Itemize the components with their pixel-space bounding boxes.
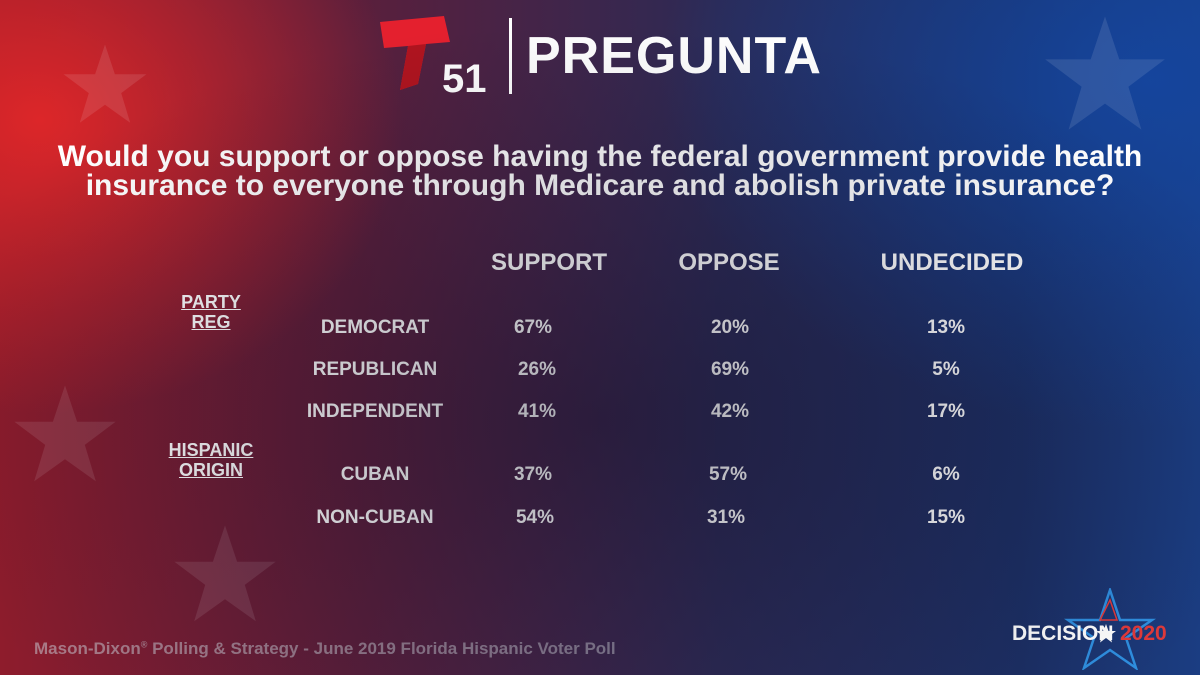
telemundo-logo: 51 — [380, 16, 487, 96]
cell-republican-undecided: 5% — [932, 359, 960, 380]
registered-mark: ® — [140, 639, 148, 650]
row-label-non-cuban: NON-CUBAN — [316, 507, 434, 528]
cell-cuban-support: 37% — [513, 464, 553, 485]
group-label-line: HISPANIC — [168, 440, 254, 460]
column-header-undecided: UNDECIDED — [880, 249, 1024, 276]
group-label-line: ORIGIN — [178, 460, 243, 480]
cell-non-cuban-oppose: 31% — [706, 507, 746, 528]
source-part2: Polling & Strategy - June 2019 Florida H… — [147, 639, 616, 658]
cell-independent-oppose: 42% — [710, 401, 750, 422]
background-star-icon — [14, 385, 116, 482]
row-label-democrat: DEMOCRAT — [320, 317, 430, 338]
background-star-icon — [1045, 16, 1165, 130]
group-label-line: PARTY — [181, 292, 241, 312]
poll-question: Would you support or oppose having the f… — [57, 140, 1143, 202]
cell-republican-support: 26% — [517, 359, 557, 380]
row-label-republican: REPUBLICAN — [312, 359, 438, 380]
cell-democrat-support: 67% — [513, 317, 553, 338]
column-header-oppose: OPPOSE — [678, 249, 780, 276]
page-title: PREGUNTA — [526, 27, 822, 85]
group-label-line: REG — [191, 312, 231, 332]
cell-independent-support: 41% — [517, 401, 557, 422]
group-label-hispanic-origin: HISPANIC ORIGIN — [141, 440, 281, 480]
logo-number: 51 — [442, 57, 487, 96]
cell-independent-undecided: 17% — [926, 401, 966, 422]
cell-non-cuban-support: 54% — [515, 507, 555, 528]
cell-republican-oppose: 69% — [710, 359, 750, 380]
cell-democrat-undecided: 13% — [926, 317, 966, 338]
cell-cuban-undecided: 6% — [932, 464, 960, 485]
decision-2020-logo: DECISION 2020 — [1012, 588, 1167, 670]
column-header-support: SUPPORT — [490, 249, 607, 276]
row-label-independent: INDEPENDENT — [306, 401, 444, 422]
background-star-icon — [63, 44, 147, 123]
cell-democrat-oppose: 20% — [710, 317, 750, 338]
row-label-cuban: CUBAN — [340, 464, 410, 485]
header-divider — [509, 18, 512, 94]
badge-word: DECISION — [1012, 622, 1114, 645]
cell-non-cuban-undecided: 15% — [926, 507, 966, 528]
background-star-icon — [174, 525, 276, 622]
source-credit: Mason-Dixon® Polling & Strategy - June 2… — [34, 639, 616, 659]
cell-cuban-oppose: 57% — [708, 464, 748, 485]
badge-star-outline-icon — [1063, 588, 1157, 670]
group-label-party-reg: PARTY REG — [141, 292, 281, 332]
badge-star-icon — [1096, 624, 1116, 643]
source-part1: Mason-Dixon — [34, 639, 141, 658]
badge-year: 2020 — [1120, 622, 1167, 645]
